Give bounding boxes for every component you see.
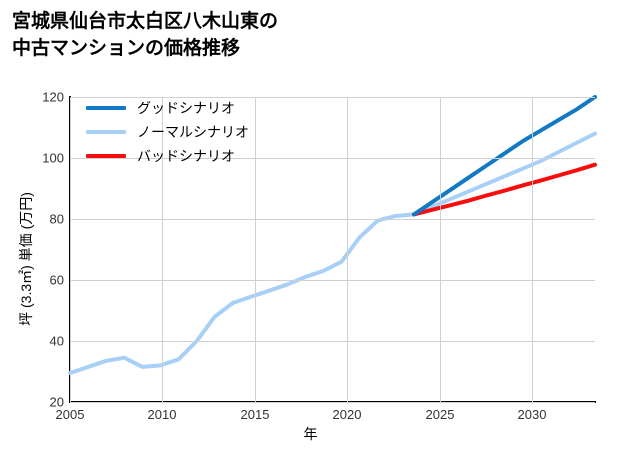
y-tick-label: 20 bbox=[49, 394, 64, 410]
gridline-y-20 bbox=[70, 402, 595, 403]
x-axis-title: 年 bbox=[303, 426, 318, 442]
x-tick-label: 2005 bbox=[55, 407, 85, 422]
legend-label-normal: ノーマルシナリオ bbox=[137, 124, 249, 140]
gridline-y-80 bbox=[70, 219, 595, 220]
legend-label-good: グッドシナリオ bbox=[137, 100, 235, 116]
gridline-x-2030 bbox=[532, 97, 533, 402]
x-tick-label: 2020 bbox=[332, 407, 362, 422]
gridline-x-2010 bbox=[162, 97, 163, 402]
x-tick-label: 2010 bbox=[147, 407, 177, 422]
legend-swatch-normal-icon bbox=[86, 130, 126, 134]
legend-item-bad[interactable]: バッドシナリオ bbox=[86, 144, 249, 168]
line-good-scenario bbox=[411, 95, 597, 217]
page-title: 宮城県仙台市太白区八木山東の 中古マンションの価格推移 bbox=[12, 11, 279, 59]
y-axis-title: 坪 (3.3㎡) 単価 (万円) bbox=[18, 192, 34, 326]
y-tick-label: 40 bbox=[49, 333, 64, 349]
gridline-x-2020 bbox=[347, 97, 348, 402]
legend-swatch-good-icon bbox=[86, 106, 126, 110]
x-tick-label: 2025 bbox=[425, 407, 455, 422]
x-tick-label: 2015 bbox=[240, 407, 270, 422]
line-normal-scenario bbox=[68, 131, 597, 376]
x-tick-label: 2030 bbox=[517, 407, 547, 422]
y-tick-label: 120 bbox=[42, 89, 64, 105]
series-lines bbox=[68, 95, 597, 376]
gridline-x-2015 bbox=[255, 97, 256, 402]
legend-item-good[interactable]: グッドシナリオ bbox=[86, 96, 249, 120]
gridline-y-60 bbox=[70, 280, 595, 281]
legend-swatch-bad-icon bbox=[86, 154, 126, 158]
y-tick-label: 60 bbox=[49, 272, 64, 288]
gridline-x-2005 bbox=[70, 97, 71, 402]
x-axis-ticks: 2005 2010 2015 2020 2025 2030 bbox=[56, 407, 595, 427]
gridline-x-2025 bbox=[440, 97, 441, 402]
y-tick-label: 80 bbox=[49, 211, 64, 227]
legend-label-bad: バッドシナリオ bbox=[137, 148, 235, 164]
chart-legend: グッドシナリオ ノーマルシナリオ バッドシナリオ bbox=[78, 92, 257, 174]
y-tick-label: 100 bbox=[42, 150, 64, 166]
y-axis-ticks: 120 100 80 60 40 20 bbox=[18, 90, 64, 410]
gridline-y-120 bbox=[70, 97, 595, 98]
gridline-y-100 bbox=[70, 158, 595, 159]
legend-item-normal[interactable]: ノーマルシナリオ bbox=[86, 120, 249, 144]
line-bad-scenario bbox=[411, 162, 597, 217]
plot-area bbox=[68, 95, 597, 403]
gridline-y-40 bbox=[70, 341, 595, 342]
